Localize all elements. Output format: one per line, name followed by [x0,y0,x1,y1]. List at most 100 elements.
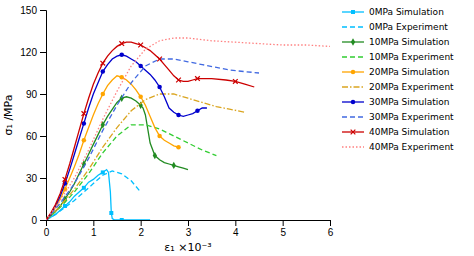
series-marker [176,78,181,83]
series-marker [101,170,105,174]
legend-item: 30MPa Experiment [342,112,454,122]
series-marker [153,152,157,159]
legend-swatch [342,116,364,117]
legend-item: 30MPa Simulation [342,97,450,107]
legend-label: 40MPa Simulation [369,127,450,137]
y-tick-label: 60 [26,131,38,142]
y-tick-label: 0 [31,215,37,226]
series-marker [195,109,200,114]
plot: 01234560306090120150ε₁ ×10⁻³σ₁ /MPa0MPa … [2,5,454,254]
legend-item: 40MPa Experiment [342,142,454,152]
x-tick-mark [235,220,236,226]
x-tick-label: 1 [91,227,97,238]
legend-item: 10MPa Experiment [342,52,454,62]
x-tick-mark [330,220,331,226]
series-marker [157,85,162,90]
y-tick: 90 [26,89,46,100]
x-tick-mark [283,220,284,226]
legend-item: 0MPa Experiment [342,22,448,32]
legend-item: 0MPa Simulation [342,7,444,17]
series-line [46,94,245,220]
x-axis-line [47,221,331,227]
y-tick-mark [40,10,46,11]
series-line [46,76,179,220]
y-axis: 0 30 60 90 120 150 [20,5,46,226]
x-tick: 3 [186,220,192,238]
x-tick-mark [93,220,94,226]
y-axis-line [40,11,47,221]
y-tick: 150 [20,5,46,16]
series-marker [63,177,68,182]
y-tick: 30 [26,173,46,184]
marks [46,38,330,220]
y-tick-label: 30 [26,173,38,184]
y-tick-mark [40,136,46,137]
x-tick: 0 [44,220,50,238]
legend-label: 40MPa Experiment [369,142,454,152]
x-tick-mark [141,220,142,226]
series-marker [119,53,124,58]
y-tick-mark [40,178,46,179]
legend-item: 10MPa Simulation [342,37,450,47]
x-tick: 6 [328,220,334,238]
y-tick: 120 [20,47,46,58]
y-tick-mark [40,52,46,53]
legend-label: 0MPa Experiment [369,22,448,32]
series-marker [195,76,200,81]
y-tick-label: 150 [20,5,37,16]
legend-label: 30MPa Experiment [369,112,454,122]
legend-label: 20MPa Simulation [369,67,450,77]
y-tick-mark [40,94,46,95]
legend-swatch [342,146,364,147]
series-marker [172,162,176,169]
x-tick-mark [188,220,189,226]
series-marker [157,134,162,139]
x-tick-label: 4 [233,227,239,238]
series-marker [109,211,113,215]
x-axis-title: ε₁ ×10⁻³ [164,241,211,254]
series-line [46,38,330,220]
y-tick-label: 120 [20,47,37,58]
series-marker [138,64,143,69]
x-tick-label: 3 [186,227,192,238]
legend-marker [351,10,355,14]
legend-label: 10MPa Experiment [369,52,454,62]
legend-swatch [342,86,364,87]
y-tick: 60 [26,131,46,142]
chart: 01234560306090120150ε₁ ×10⁻³σ₁ /MPa0MPa … [0,0,474,256]
y-tick-mark [40,220,46,221]
series-marker [176,113,181,118]
legend-label: 30MPa Simulation [369,97,450,107]
legend-marker [351,100,356,105]
y-axis-title: σ₁ /MPa [2,95,15,136]
legend-item: 40MPa Simulation [342,127,450,137]
series-marker [157,57,162,62]
x-tick: 1 [91,220,97,238]
legend: 0MPa Simulation 0MPa Experiment 10MPa Simu… [342,7,454,152]
series-line [46,55,207,220]
series-line [46,97,188,220]
series-marker [138,95,143,100]
legend-label: 0MPa Simulation [369,7,444,17]
legend-label: 10MPa Simulation [369,37,450,47]
y-tick: 0 [31,215,46,226]
legend-marker [351,38,355,45]
series-marker [100,61,105,66]
x-tick-label: 5 [280,227,286,238]
legend-label: 20MPa Experiment [369,82,454,92]
series-marker [101,69,106,74]
series-line [46,42,254,220]
x-tick-label: 0 [44,227,50,238]
series-line [46,59,259,220]
x-axis: 0 1 2 3 4 5 6 [44,220,334,238]
series-marker [82,186,86,190]
y-tick-label: 90 [26,89,38,100]
series-marker [176,145,181,150]
x-tick: 2 [138,220,144,238]
legend-marker [351,130,356,135]
series-marker [82,138,87,143]
x-tick: 5 [280,220,286,238]
x-tick: 4 [233,220,239,238]
x-tick-label: 2 [138,227,144,238]
legend-swatch [342,26,364,27]
